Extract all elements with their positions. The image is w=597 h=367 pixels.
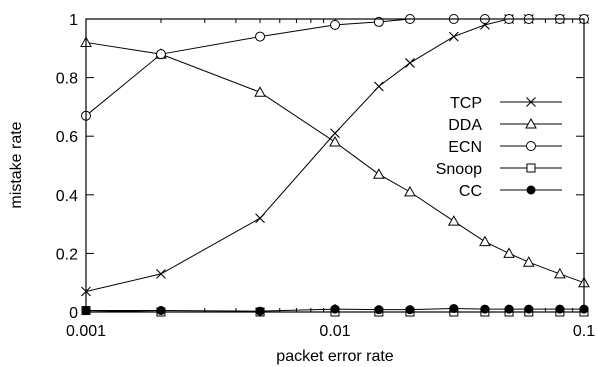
dda-point — [329, 136, 341, 147]
legend: TCP DDA ECN Snoop CC — [436, 95, 562, 200]
tcp-point — [405, 58, 415, 68]
y-tick-label: 0.8 — [56, 71, 78, 88]
series-markers — [80, 14, 590, 317]
legend-label-ecn: ECN — [448, 139, 482, 156]
y-axis-label: mistake rate — [8, 121, 25, 208]
dda-point — [447, 215, 460, 226]
tcp-point — [156, 269, 166, 279]
ecn-point — [155, 49, 166, 60]
tcp-point — [448, 31, 459, 42]
dda-point — [372, 168, 385, 179]
x-tick-label: 0.1 — [573, 323, 595, 340]
axis-ticks — [85, 18, 585, 313]
tick-labels: 0 0.2 0.4 0.6 0.8 1 0.001 0.01 0.1 — [56, 12, 595, 340]
cc-point — [480, 304, 490, 314]
cc-point — [156, 306, 166, 316]
cc-point — [255, 306, 265, 316]
dda-point — [479, 235, 491, 247]
legend-marker-cc — [526, 185, 536, 195]
cc-point — [504, 304, 514, 314]
legend-label-snoop: Snoop — [436, 161, 482, 178]
legend-label-cc: CC — [459, 183, 482, 200]
legend-marker-dda — [525, 117, 537, 129]
ecn-point — [255, 31, 266, 42]
y-tick-label: 0.4 — [56, 188, 78, 205]
x-axis-label: packet error rate — [276, 348, 393, 365]
y-tick-label: 1 — [69, 12, 78, 29]
legend-label-tcp: TCP — [450, 95, 482, 112]
dda-point — [404, 185, 416, 197]
legend-label-dda: DDA — [448, 117, 482, 134]
dda-point — [503, 247, 515, 258]
x-tick-label: 0.01 — [319, 323, 350, 340]
cc-point — [330, 304, 340, 314]
cc-series-line — [86, 307, 584, 312]
series-lines — [85, 18, 585, 313]
y-tick-label: 0 — [69, 305, 78, 322]
plot-frame — [85, 18, 585, 313]
cc-point — [555, 304, 565, 314]
cc-point — [524, 304, 534, 314]
legend-marker-ecn — [526, 141, 536, 151]
x-tick-label: 0.001 — [66, 323, 106, 340]
tcp-point — [330, 128, 340, 139]
y-tick-label: 0.6 — [56, 129, 78, 146]
y-tick-label: 0.2 — [56, 246, 78, 263]
dda-series-line — [85, 41, 585, 284]
tcp-point — [255, 213, 265, 224]
ecn-series-line — [85, 18, 584, 117]
dda-point — [554, 267, 566, 279]
ecn-point — [330, 19, 340, 30]
dda-point — [522, 256, 535, 267]
dda-point — [254, 86, 266, 97]
ecn-point — [373, 16, 384, 27]
tcp-point — [373, 81, 384, 92]
legend-marker-tcp — [526, 97, 536, 107]
cc-point — [449, 303, 459, 313]
legend-marker-snoop — [526, 163, 536, 173]
